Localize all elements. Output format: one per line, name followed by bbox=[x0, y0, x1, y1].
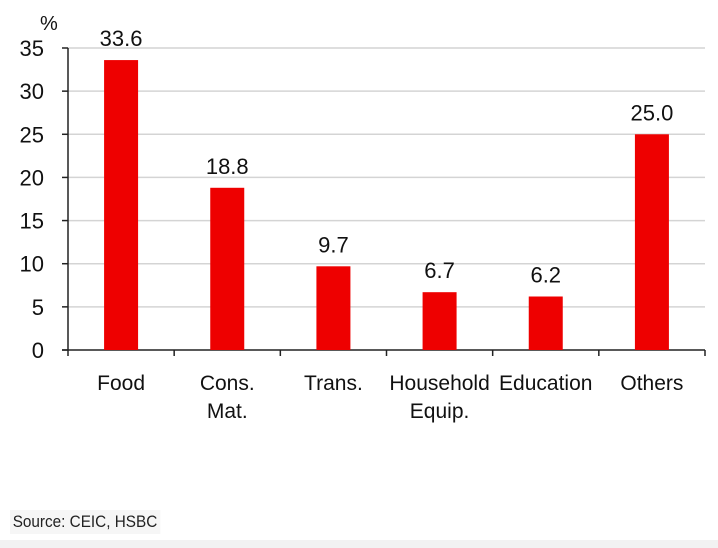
y-tick-label: 25 bbox=[20, 122, 44, 147]
bar bbox=[528, 296, 563, 350]
bar bbox=[316, 266, 351, 350]
x-tick-label: Trans. bbox=[304, 372, 363, 395]
y-tick-label: 35 bbox=[20, 36, 44, 61]
bar bbox=[104, 60, 139, 351]
bar bbox=[634, 134, 669, 350]
bar bbox=[422, 292, 457, 350]
data-label: 9.7 bbox=[318, 232, 349, 257]
bottom-strip bbox=[0, 540, 718, 548]
y-tick-label: 20 bbox=[20, 165, 44, 190]
y-tick-label: 0 bbox=[32, 338, 44, 363]
x-tick-label: Others bbox=[620, 372, 683, 395]
x-tick-label: Cons. bbox=[200, 372, 255, 395]
bar bbox=[210, 187, 245, 350]
x-tick-label: Education bbox=[499, 372, 592, 395]
y-tick-label: 30 bbox=[20, 79, 44, 104]
x-tick-label: Household bbox=[389, 372, 489, 395]
x-tick-label: Mat. bbox=[207, 400, 248, 423]
data-label: 18.8 bbox=[206, 154, 249, 179]
data-label: 25.0 bbox=[631, 100, 674, 125]
x-tick-label: Food bbox=[97, 372, 145, 395]
y-tick-label: 5 bbox=[32, 295, 44, 320]
data-label: 33.6 bbox=[100, 26, 143, 51]
y-tick-label: 15 bbox=[20, 209, 44, 234]
y-axis-unit-label: % bbox=[40, 13, 58, 35]
x-tick-label: Equip. bbox=[410, 400, 470, 423]
data-label: 6.7 bbox=[424, 258, 455, 283]
source-note: Source: CEIC, HSBC bbox=[10, 510, 160, 534]
y-tick-label: 10 bbox=[20, 252, 44, 277]
data-label: 6.2 bbox=[530, 263, 561, 288]
